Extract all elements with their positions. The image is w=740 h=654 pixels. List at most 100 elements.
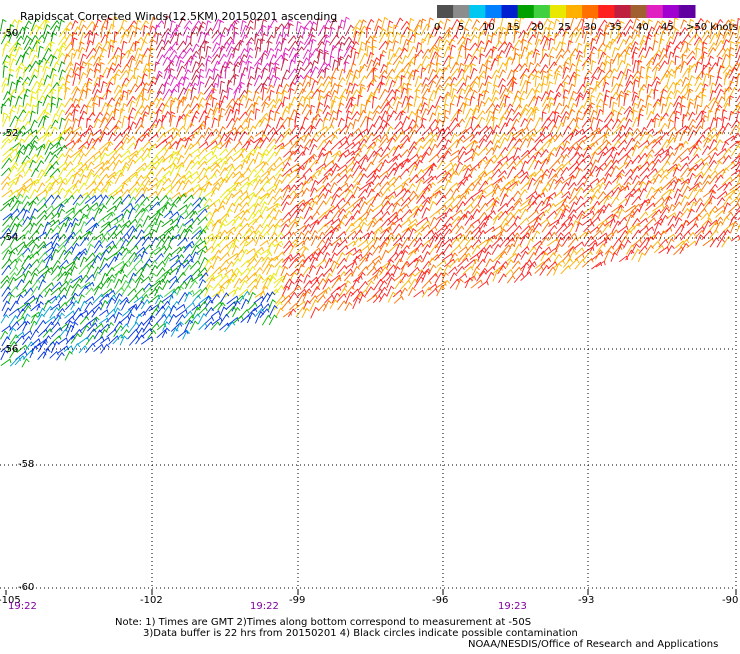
wind-barb xyxy=(444,189,453,198)
wind-barb xyxy=(379,55,384,66)
wind-barb xyxy=(500,194,508,206)
wind-barb xyxy=(50,127,57,136)
wind-barb xyxy=(254,197,262,207)
wind-barb xyxy=(702,65,707,78)
wind-barb xyxy=(737,92,740,101)
wind-barb xyxy=(554,55,563,66)
wind-barb xyxy=(43,270,51,281)
wind-barb xyxy=(526,42,532,51)
wind-barb xyxy=(423,252,431,262)
wind-barb xyxy=(429,154,439,162)
wind-barb xyxy=(632,197,641,205)
wind-barb xyxy=(451,150,460,156)
wind-barb xyxy=(456,279,464,289)
wind-barb xyxy=(85,156,96,164)
wind-barb xyxy=(618,148,626,156)
wind-barb xyxy=(680,244,689,254)
wind-barb xyxy=(584,197,592,204)
wind-barb xyxy=(267,243,274,253)
wind-barb xyxy=(226,227,235,234)
wind-barb xyxy=(136,76,142,85)
wind-barb xyxy=(493,261,500,269)
wind-barb xyxy=(310,231,318,241)
wind-barb xyxy=(400,35,405,44)
wind-barb xyxy=(471,141,478,150)
wind-barb xyxy=(199,323,207,330)
wind-barb xyxy=(564,97,569,106)
wind-barb xyxy=(338,118,344,127)
wind-barb xyxy=(227,318,238,326)
wind-barb xyxy=(499,274,507,283)
wind-barb xyxy=(58,209,65,218)
wind-barb xyxy=(190,142,200,149)
wind-barb xyxy=(717,97,725,107)
wind-barb xyxy=(409,19,415,30)
wind-barb xyxy=(204,167,212,177)
wind-barb xyxy=(549,47,556,57)
wind-barb xyxy=(470,82,478,92)
wind-barb xyxy=(554,244,562,255)
wind-barb xyxy=(281,132,291,142)
wind-barb xyxy=(612,48,618,58)
wind-barb xyxy=(561,183,569,192)
wind-barb xyxy=(373,296,381,303)
wind-barb xyxy=(458,129,467,135)
wind-barb xyxy=(94,119,101,128)
wind-barb xyxy=(724,162,735,170)
wind-barb xyxy=(339,188,350,197)
wind-barb xyxy=(255,312,263,324)
wind-barb xyxy=(136,278,144,289)
wind-barb xyxy=(737,74,740,87)
wind-barb xyxy=(141,337,153,344)
wind-barb xyxy=(296,307,306,317)
wind-barb xyxy=(114,219,124,225)
wind-barb xyxy=(696,48,701,57)
wind-barb xyxy=(71,330,81,340)
wind-barb xyxy=(415,76,422,87)
wind-barb xyxy=(43,300,51,310)
wind-barb xyxy=(23,122,31,130)
wind-barb xyxy=(8,287,18,296)
wind-barb xyxy=(659,124,668,134)
wind-barb xyxy=(22,77,30,85)
wind-barb xyxy=(143,26,148,37)
wind-barb xyxy=(556,84,563,92)
wind-barb xyxy=(514,148,521,158)
wind-barb xyxy=(309,126,316,135)
wind-barb xyxy=(386,69,395,79)
wind-barb xyxy=(163,171,172,178)
wind-barb xyxy=(87,323,97,331)
wind-barb xyxy=(226,148,236,157)
wind-barb xyxy=(260,241,269,247)
wind-barb xyxy=(198,41,207,52)
wind-barb xyxy=(60,118,66,129)
wind-barb xyxy=(226,138,233,148)
wind-barb xyxy=(331,141,342,150)
wind-barb xyxy=(184,83,193,95)
wind-barb xyxy=(213,283,221,290)
wind-barb xyxy=(127,236,137,246)
wind-barb xyxy=(458,258,469,267)
wind-barb xyxy=(43,222,51,233)
wind-barb xyxy=(464,19,472,30)
wind-barb xyxy=(381,201,391,211)
wind-barb xyxy=(570,221,579,233)
wind-barb xyxy=(717,48,726,57)
wind-barb xyxy=(149,191,158,198)
wind-barb xyxy=(141,41,148,50)
wind-barb xyxy=(107,206,117,212)
wind-barb xyxy=(680,131,687,142)
wind-barb xyxy=(205,77,213,88)
wind-barb xyxy=(408,30,414,39)
wind-barb xyxy=(359,67,364,78)
wind-barb xyxy=(106,176,115,184)
wind-barb xyxy=(219,245,228,253)
wind-barb xyxy=(192,70,200,80)
wind-barb xyxy=(262,34,267,44)
wind-barb xyxy=(533,64,540,73)
wind-barb xyxy=(478,157,487,164)
wind-barb xyxy=(696,83,704,92)
wind-barb xyxy=(625,26,633,36)
wind-barb xyxy=(176,116,183,127)
wind-barb xyxy=(561,266,571,274)
